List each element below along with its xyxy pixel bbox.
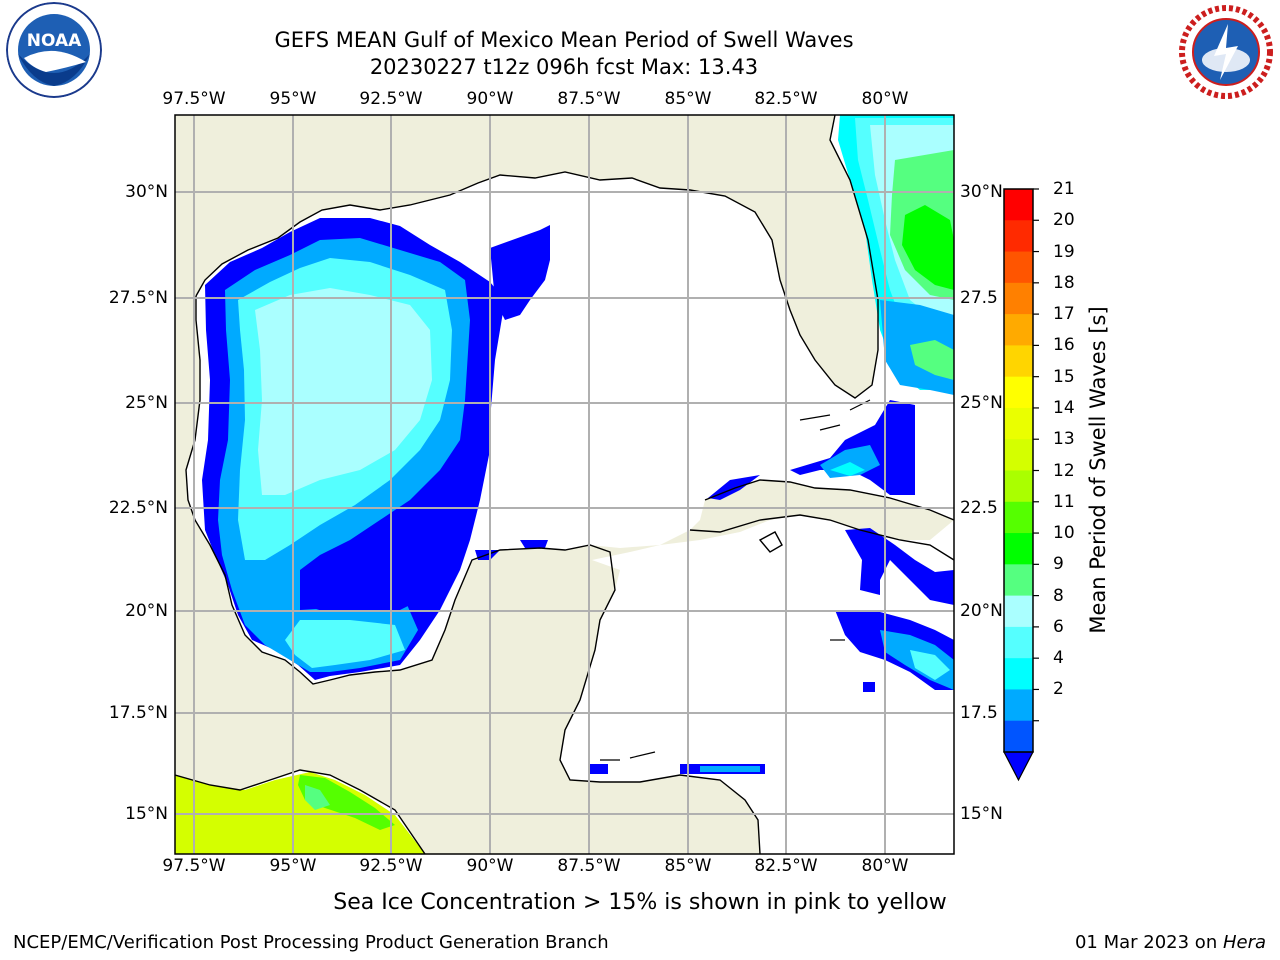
colorbar-tick-label: 12 <box>1053 460 1075 481</box>
lon-tick-top: 80°W <box>861 89 909 109</box>
lat-tick-left: 25°N <box>125 393 168 413</box>
colorbar-tick-label: 13 <box>1053 429 1075 450</box>
colorbar-tick-label: 19 <box>1053 241 1075 262</box>
lat-tick-left: 17.5°N <box>108 703 168 723</box>
footer-host: Hera <box>1222 932 1266 953</box>
map-frame <box>174 114 955 855</box>
lon-tick-top: 90°W <box>466 89 514 109</box>
colorbar-tick-label: 2 <box>1053 679 1064 700</box>
colorbar-band <box>1004 407 1033 440</box>
colorbar-tick-label: 18 <box>1053 272 1075 293</box>
chart-title: GEFS MEAN Gulf of Mexico Mean Period of … <box>274 28 854 52</box>
colorbar-band <box>1004 345 1033 378</box>
footer-credit: NCEP/EMC/Verification Post Processing Pr… <box>13 932 609 953</box>
nws-logo <box>1176 2 1276 102</box>
lat-tick-right: 20°N <box>960 601 1003 621</box>
colorbar-under-arrow <box>1003 751 1034 782</box>
lat-tick-right: 27.5 <box>960 288 998 308</box>
lat-tick-right: 17.5 <box>960 703 998 723</box>
graticule <box>175 115 954 854</box>
colorbar-tick-label: 20 <box>1053 210 1075 231</box>
colorbar <box>1003 188 1039 782</box>
colorbar-tick-label: 14 <box>1053 397 1075 418</box>
colorbar-band <box>1004 626 1033 659</box>
colorbar-tick-label: 4 <box>1053 648 1064 669</box>
colorbar-tick-label: 6 <box>1053 616 1064 637</box>
lat-tick-right: 30°N <box>960 182 1003 202</box>
lat-tick-right: 15°N <box>960 804 1003 824</box>
footer-date: 01 Mar 2023 on Hera <box>1075 932 1266 953</box>
colorbar-band <box>1004 470 1033 503</box>
lon-tick-bottom: 92.5°W <box>359 856 423 876</box>
noaa-logo: NOAA <box>6 2 102 98</box>
colorbar-tick-label: 16 <box>1053 335 1075 356</box>
footer-date-text: 01 Mar 2023 on <box>1074 932 1223 953</box>
lat-tick-left: 22.5°N <box>108 498 168 518</box>
colorbar-tick-label: 21 <box>1053 179 1075 199</box>
lon-tick-top: 92.5°W <box>359 89 423 109</box>
lon-tick-bottom: 80°W <box>861 856 909 876</box>
colorbar-band <box>1004 220 1033 253</box>
colorbar-band <box>1004 720 1033 753</box>
colorbar-band <box>1004 314 1033 346</box>
lon-tick-bottom: 85°W <box>664 856 712 876</box>
lat-tick-left: 27.5°N <box>108 288 168 308</box>
colorbar-band <box>1004 595 1033 628</box>
colorbar-band <box>1004 533 1033 565</box>
colorbar-tick-label: 10 <box>1053 523 1075 544</box>
sea-ice-note: Sea Ice Concentration > 15% is shown in … <box>333 890 947 915</box>
lon-tick-bottom: 97.5°W <box>162 856 226 876</box>
colorbar-band <box>1004 282 1033 315</box>
lat-tick-left: 15°N <box>125 804 168 824</box>
colorbar-band <box>1004 501 1033 534</box>
colorbar-tick-label: 15 <box>1053 366 1075 387</box>
lon-tick-top: 95°W <box>269 89 317 109</box>
lat-tick-right: 22.5 <box>960 498 998 518</box>
lat-tick-left: 20°N <box>125 601 168 621</box>
svg-text:NOAA: NOAA <box>27 31 82 51</box>
colorbar-band <box>1004 564 1033 597</box>
chart-subtitle: 20230227 t12z 096h fcst Max: 13.43 <box>369 55 759 79</box>
colorbar-band <box>1004 689 1033 722</box>
lon-tick-top: 85°W <box>664 89 712 109</box>
colorbar-band <box>1004 658 1033 690</box>
colorbar-tick-label: 11 <box>1053 491 1075 512</box>
lon-tick-bottom: 82.5°W <box>754 856 818 876</box>
colorbar-band <box>1004 189 1033 221</box>
caribbean-water <box>560 515 954 854</box>
lat-tick-right: 25°N <box>960 393 1003 413</box>
colorbar-title: Mean Period of Swell Waves [s] <box>1086 306 1110 634</box>
colorbar-band <box>1004 251 1033 284</box>
lon-tick-top: 82.5°W <box>754 89 818 109</box>
colorbar-tick-label: 8 <box>1053 585 1064 606</box>
lat-tick-left: 30°N <box>125 182 168 202</box>
lon-tick-top: 87.5°W <box>557 89 621 109</box>
colorbar-tick-label: 17 <box>1053 304 1075 325</box>
lon-tick-bottom: 87.5°W <box>557 856 621 876</box>
colorbar-band <box>1004 439 1033 471</box>
colorbar-band <box>1004 376 1033 409</box>
lon-tick-bottom: 90°W <box>466 856 514 876</box>
colorbar-tick-label: 9 <box>1053 554 1064 575</box>
lon-tick-bottom: 95°W <box>269 856 317 876</box>
lon-tick-top: 97.5°W <box>162 89 226 109</box>
